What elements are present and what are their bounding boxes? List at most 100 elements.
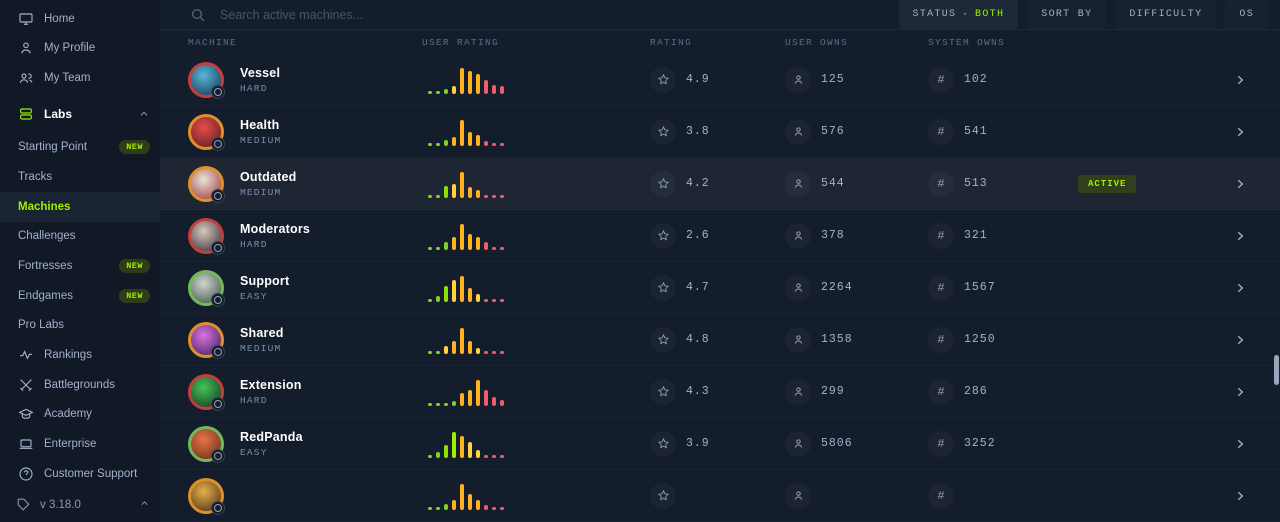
machine-difficulty: MEDIUM	[240, 342, 282, 354]
rating-cell: 4.8	[650, 327, 785, 353]
new-badge: NEW	[119, 140, 150, 155]
sidebar-item-fortresses[interactable]: Fortresses NEW	[0, 251, 160, 281]
sidebar-item-machines[interactable]: Machines	[0, 191, 160, 222]
machine-name: RedPanda	[240, 429, 303, 444]
sidebar-item-rankings[interactable]: Rankings	[0, 340, 160, 370]
users-icon	[18, 70, 34, 86]
rating-bar	[500, 506, 504, 510]
column-header-user-owns[interactable]: USER OWNS	[785, 36, 849, 48]
sidebar-item-endgames[interactable]: Endgames NEW	[0, 281, 160, 311]
rating-value: 4.2	[686, 177, 710, 190]
user-owns-value: 378	[821, 229, 845, 242]
rating-bar	[436, 295, 440, 302]
rating-bar	[476, 293, 480, 302]
column-header-rating[interactable]: RATING	[650, 36, 693, 48]
table-row[interactable]: Outdated MEDIUM 4.2 544 # 513 ACTIVE	[160, 158, 1280, 210]
rating-bar	[484, 241, 488, 250]
rating-bar	[460, 275, 464, 302]
sidebar-item-academy[interactable]: Academy	[0, 400, 160, 430]
help-circle-icon	[18, 466, 34, 482]
rating-cell: 4.9	[650, 67, 785, 93]
table-row[interactable]: Health MEDIUM 3.8 576 # 541	[160, 106, 1280, 158]
table-row[interactable]: #	[160, 470, 1280, 522]
table-row[interactable]: Support EASY 4.7 2264 # 1567	[160, 262, 1280, 314]
hash-icon: #	[928, 275, 954, 301]
rating-bar	[444, 139, 448, 146]
difficulty-filter-button[interactable]: DIFFICULTY	[1115, 0, 1217, 29]
sidebar-item-battlegrounds[interactable]: Battlegrounds	[0, 370, 160, 400]
avatar-badge-icon	[211, 344, 225, 359]
rating-bar	[476, 236, 480, 250]
status-filter-button[interactable]: STATUS • BOTH	[898, 0, 1019, 29]
column-header-user-rating[interactable]: USER RATING	[422, 36, 500, 48]
system-owns-cell: # 102	[928, 67, 1078, 93]
rating-bar	[436, 142, 440, 146]
rating-bar	[428, 454, 432, 458]
sidebar-item-labs[interactable]: Labs	[0, 99, 160, 129]
sidebar-item-label: My Profile	[44, 42, 96, 55]
table-row[interactable]: Shared MEDIUM 4.8 1358 # 1250	[160, 314, 1280, 366]
rating-bar	[484, 140, 488, 146]
sidebar-item-challenges[interactable]: Challenges	[0, 222, 160, 252]
star-icon	[650, 483, 676, 509]
user-owns-value: 125	[821, 73, 845, 86]
sidebar-item-customer-support[interactable]: Customer Support	[0, 459, 160, 489]
rating-bar	[452, 400, 456, 406]
user-icon	[18, 40, 34, 56]
rating-bar	[476, 347, 480, 354]
rating-bar	[492, 396, 496, 406]
rating-cell: 2.6	[650, 223, 785, 249]
machine-cell: Moderators HARD	[188, 217, 422, 255]
rating-bar	[500, 194, 504, 198]
avatar-badge-icon	[211, 188, 225, 203]
sidebar-item-label: Challenges	[18, 230, 76, 243]
user-owns-cell: 5806	[785, 431, 928, 457]
table-row[interactable]: Extension HARD 4.3 299 # 286	[160, 366, 1280, 418]
machine-avatar	[188, 113, 225, 151]
machine-avatar	[188, 477, 225, 515]
machine-cell: Shared MEDIUM	[188, 321, 422, 359]
rating-bar	[444, 241, 448, 250]
rating-bar	[492, 350, 496, 354]
table-row[interactable]: Vessel HARD 4.9 125 # 102	[160, 54, 1280, 106]
sidebar-item-enterprise[interactable]: Enterprise	[0, 429, 160, 459]
sidebar-item-my-profile[interactable]: My Profile	[0, 34, 160, 64]
rating-bar	[492, 246, 496, 250]
column-header-machine[interactable]: MACHINE	[188, 36, 238, 48]
scrollbar-thumb[interactable]	[1274, 355, 1279, 385]
column-header-system-owns[interactable]: SYSTEM OWNS	[928, 36, 1006, 48]
machine-cell: RedPanda EASY	[188, 425, 422, 463]
user-owns-cell: 576	[785, 119, 928, 145]
sidebar-version-toggle[interactable]: v 3.18.0	[0, 489, 160, 522]
sidebar-item-starting-point[interactable]: Starting Point NEW	[0, 133, 160, 163]
sidebar-item-tracks[interactable]: Tracks	[0, 162, 160, 192]
rating-bar	[484, 350, 488, 354]
sidebar-item-my-team[interactable]: My Team	[0, 63, 160, 93]
rating-bar	[484, 194, 488, 198]
rating-bar	[468, 287, 472, 302]
rating-bar	[452, 499, 456, 510]
star-icon	[650, 223, 676, 249]
os-filter-button[interactable]: OS	[1225, 0, 1268, 29]
hash-icon: #	[928, 379, 954, 405]
table-row[interactable]: RedPanda EASY 3.9 5806 # 3252	[160, 418, 1280, 470]
sidebar-item-label: Rankings	[44, 349, 92, 362]
rating-bar	[460, 171, 464, 198]
machine-name: Extension	[240, 377, 302, 392]
sidebar-item-pro-labs[interactable]: Pro Labs	[0, 311, 160, 341]
hash-icon: #	[928, 327, 954, 353]
sidebar-item-home[interactable]: Home	[0, 4, 160, 34]
user-owns-cell: 2264	[785, 275, 928, 301]
search-input[interactable]	[220, 7, 550, 22]
system-owns-value: 102	[964, 73, 988, 86]
table-row[interactable]: Moderators HARD 2.6 378 # 321	[160, 210, 1280, 262]
rating-bar	[444, 402, 448, 406]
rating-bar	[452, 431, 456, 458]
sort-by-button[interactable]: SORT BY	[1027, 0, 1107, 29]
rating-bar	[476, 499, 480, 510]
graduation-cap-icon	[18, 406, 34, 422]
machine-avatar	[188, 269, 225, 307]
filter-group: STATUS • BOTH SORT BY DIFFICULTY OS	[898, 0, 1268, 29]
chevron-right-icon	[1216, 489, 1264, 503]
system-owns-value: 513	[964, 177, 988, 190]
